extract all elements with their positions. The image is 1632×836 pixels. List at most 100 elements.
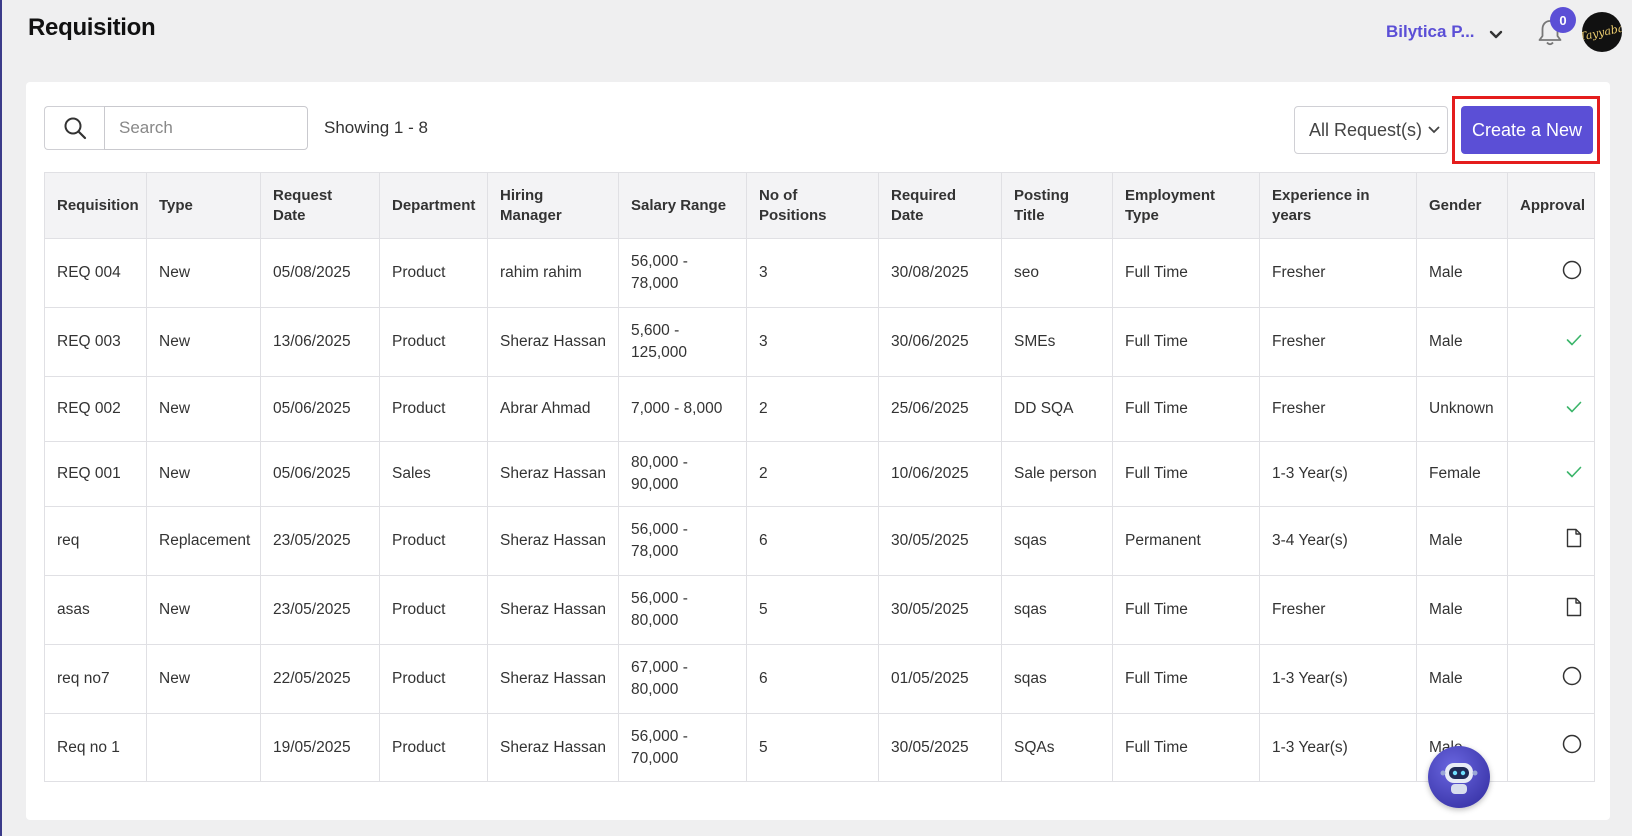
table-row[interactable]: Req no 1 19/05/2025 Product Sheraz Hassan 56… (45, 714, 1595, 782)
column-header[interactable]: Request Date (261, 173, 380, 239)
column-header[interactable]: Department (380, 173, 488, 239)
table-cell: New (147, 576, 261, 645)
table-cell: Full Time (1113, 308, 1260, 377)
approval-cell (1508, 442, 1595, 507)
table-cell: Product (380, 377, 488, 442)
document-icon[interactable] (1566, 597, 1582, 624)
page-title: Requisition (28, 14, 155, 42)
table-cell: Female (1417, 442, 1508, 507)
search-button[interactable] (44, 106, 104, 150)
table-cell: Fresher (1260, 308, 1417, 377)
table-cell: 25/06/2025 (879, 377, 1002, 442)
table-row[interactable]: req no7 New 22/05/2025 Product Sheraz Hassan… (45, 645, 1595, 714)
table-row[interactable]: REQ 002 New 05/06/2025 Product Abrar Ahmad 7,… (45, 377, 1595, 442)
table-cell: 1-3 Year(s) (1260, 645, 1417, 714)
table-cell: New (147, 239, 261, 308)
company-switcher[interactable]: Bilytica P... (1386, 22, 1503, 42)
column-header[interactable]: Salary Range (619, 173, 747, 239)
table-cell: New (147, 442, 261, 507)
table-cell: Male (1417, 239, 1508, 308)
table-cell: SMEs (1002, 308, 1113, 377)
table-cell: Product (380, 507, 488, 576)
check-icon[interactable] (1566, 331, 1582, 353)
table-cell: 3-4 Year(s) (1260, 507, 1417, 576)
table-cell: Product (380, 239, 488, 308)
table-cell: Req no 1 (45, 714, 147, 782)
table-cell: 80,000 - 90,000 (619, 442, 747, 507)
table-cell: New (147, 308, 261, 377)
table-cell: Sheraz Hassan (488, 645, 619, 714)
table-cell: asas (45, 576, 147, 645)
table-cell: 30/06/2025 (879, 308, 1002, 377)
table-cell: 56,000 - 78,000 (619, 507, 747, 576)
table-row[interactable]: REQ 003 New 13/06/2025 Product Sheraz Hassan… (45, 308, 1595, 377)
table-cell: Product (380, 645, 488, 714)
create-new-button[interactable]: Create a New (1461, 106, 1593, 154)
table-cell: Replacement (147, 507, 261, 576)
column-header[interactable]: Employment Type (1113, 173, 1260, 239)
column-header[interactable]: Required Date (879, 173, 1002, 239)
avatar[interactable]: Tayyaba (1582, 12, 1622, 52)
table-row[interactable]: asas New 23/05/2025 Product Sheraz Hassan 56,… (45, 576, 1595, 645)
circle-outline-icon[interactable] (1562, 666, 1582, 693)
table-cell: Product (380, 308, 488, 377)
approval-cell (1508, 645, 1595, 714)
table-row[interactable]: req Replacement 23/05/2025 Product Sheraz Ha… (45, 507, 1595, 576)
table-cell: seo (1002, 239, 1113, 308)
document-icon[interactable] (1566, 528, 1582, 555)
column-header[interactable]: Gender (1417, 173, 1508, 239)
table-cell: Abrar Ahmad (488, 377, 619, 442)
column-header[interactable]: Type (147, 173, 261, 239)
column-header[interactable]: Hiring Manager (488, 173, 619, 239)
chevron-down-icon (1489, 30, 1503, 40)
table-cell: REQ 004 (45, 239, 147, 308)
table-cell: Full Time (1113, 645, 1260, 714)
search-input[interactable] (104, 106, 308, 150)
circle-outline-icon[interactable] (1562, 260, 1582, 287)
table-cell: 19/05/2025 (261, 714, 380, 782)
table-cell: 10/06/2025 (879, 442, 1002, 507)
table-cell: 1-3 Year(s) (1260, 714, 1417, 782)
table-cell: sqas (1002, 576, 1113, 645)
chatbot-button[interactable] (1428, 746, 1490, 808)
table-row[interactable]: REQ 001 New 05/06/2025 Sales Sheraz Hassan 80… (45, 442, 1595, 507)
column-header[interactable]: Posting Title (1002, 173, 1113, 239)
table-cell: 56,000 - 70,000 (619, 714, 747, 782)
chevron-down-icon (1428, 126, 1440, 134)
robot-icon (1437, 755, 1481, 799)
column-header[interactable]: Experience in years (1260, 173, 1417, 239)
check-icon[interactable] (1566, 463, 1582, 485)
table-cell: 5 (747, 714, 879, 782)
table-cell: SQAs (1002, 714, 1113, 782)
table-cell: Male (1417, 308, 1508, 377)
window-edge (0, 0, 2, 836)
approval-cell (1508, 507, 1595, 576)
column-header[interactable]: Requisition (45, 173, 147, 239)
table-cell: 30/05/2025 (879, 714, 1002, 782)
showing-count: Showing 1 - 8 (324, 118, 428, 138)
table-cell: sqas (1002, 645, 1113, 714)
table-cell: 22/05/2025 (261, 645, 380, 714)
table-row[interactable]: REQ 004 New 05/08/2025 Product rahim rahim 56… (45, 239, 1595, 308)
request-filter-dropdown[interactable]: All Request(s) (1294, 106, 1448, 154)
table-cell: Sale person (1002, 442, 1113, 507)
table-cell: 23/05/2025 (261, 507, 380, 576)
table-cell: 30/05/2025 (879, 576, 1002, 645)
table-cell: Male (1417, 645, 1508, 714)
table-cell: Fresher (1260, 239, 1417, 308)
requisition-table: Requisition Type Request Date Department… (44, 172, 1595, 782)
notification-badge: 0 (1550, 7, 1576, 33)
table-cell: New (147, 645, 261, 714)
table-cell: 7,000 - 8,000 (619, 377, 747, 442)
table-body: REQ 004 New 05/08/2025 Product rahim rahim 56… (45, 239, 1595, 782)
table-cell (147, 714, 261, 782)
table-cell: 3 (747, 239, 879, 308)
column-header[interactable]: Approval (1508, 173, 1595, 239)
table-cell: New (147, 377, 261, 442)
column-header[interactable]: No of Positions (747, 173, 879, 239)
check-icon[interactable] (1566, 398, 1582, 420)
table-cell: 6 (747, 507, 879, 576)
circle-outline-icon[interactable] (1562, 734, 1582, 761)
table-cell: req (45, 507, 147, 576)
table-cell: REQ 003 (45, 308, 147, 377)
